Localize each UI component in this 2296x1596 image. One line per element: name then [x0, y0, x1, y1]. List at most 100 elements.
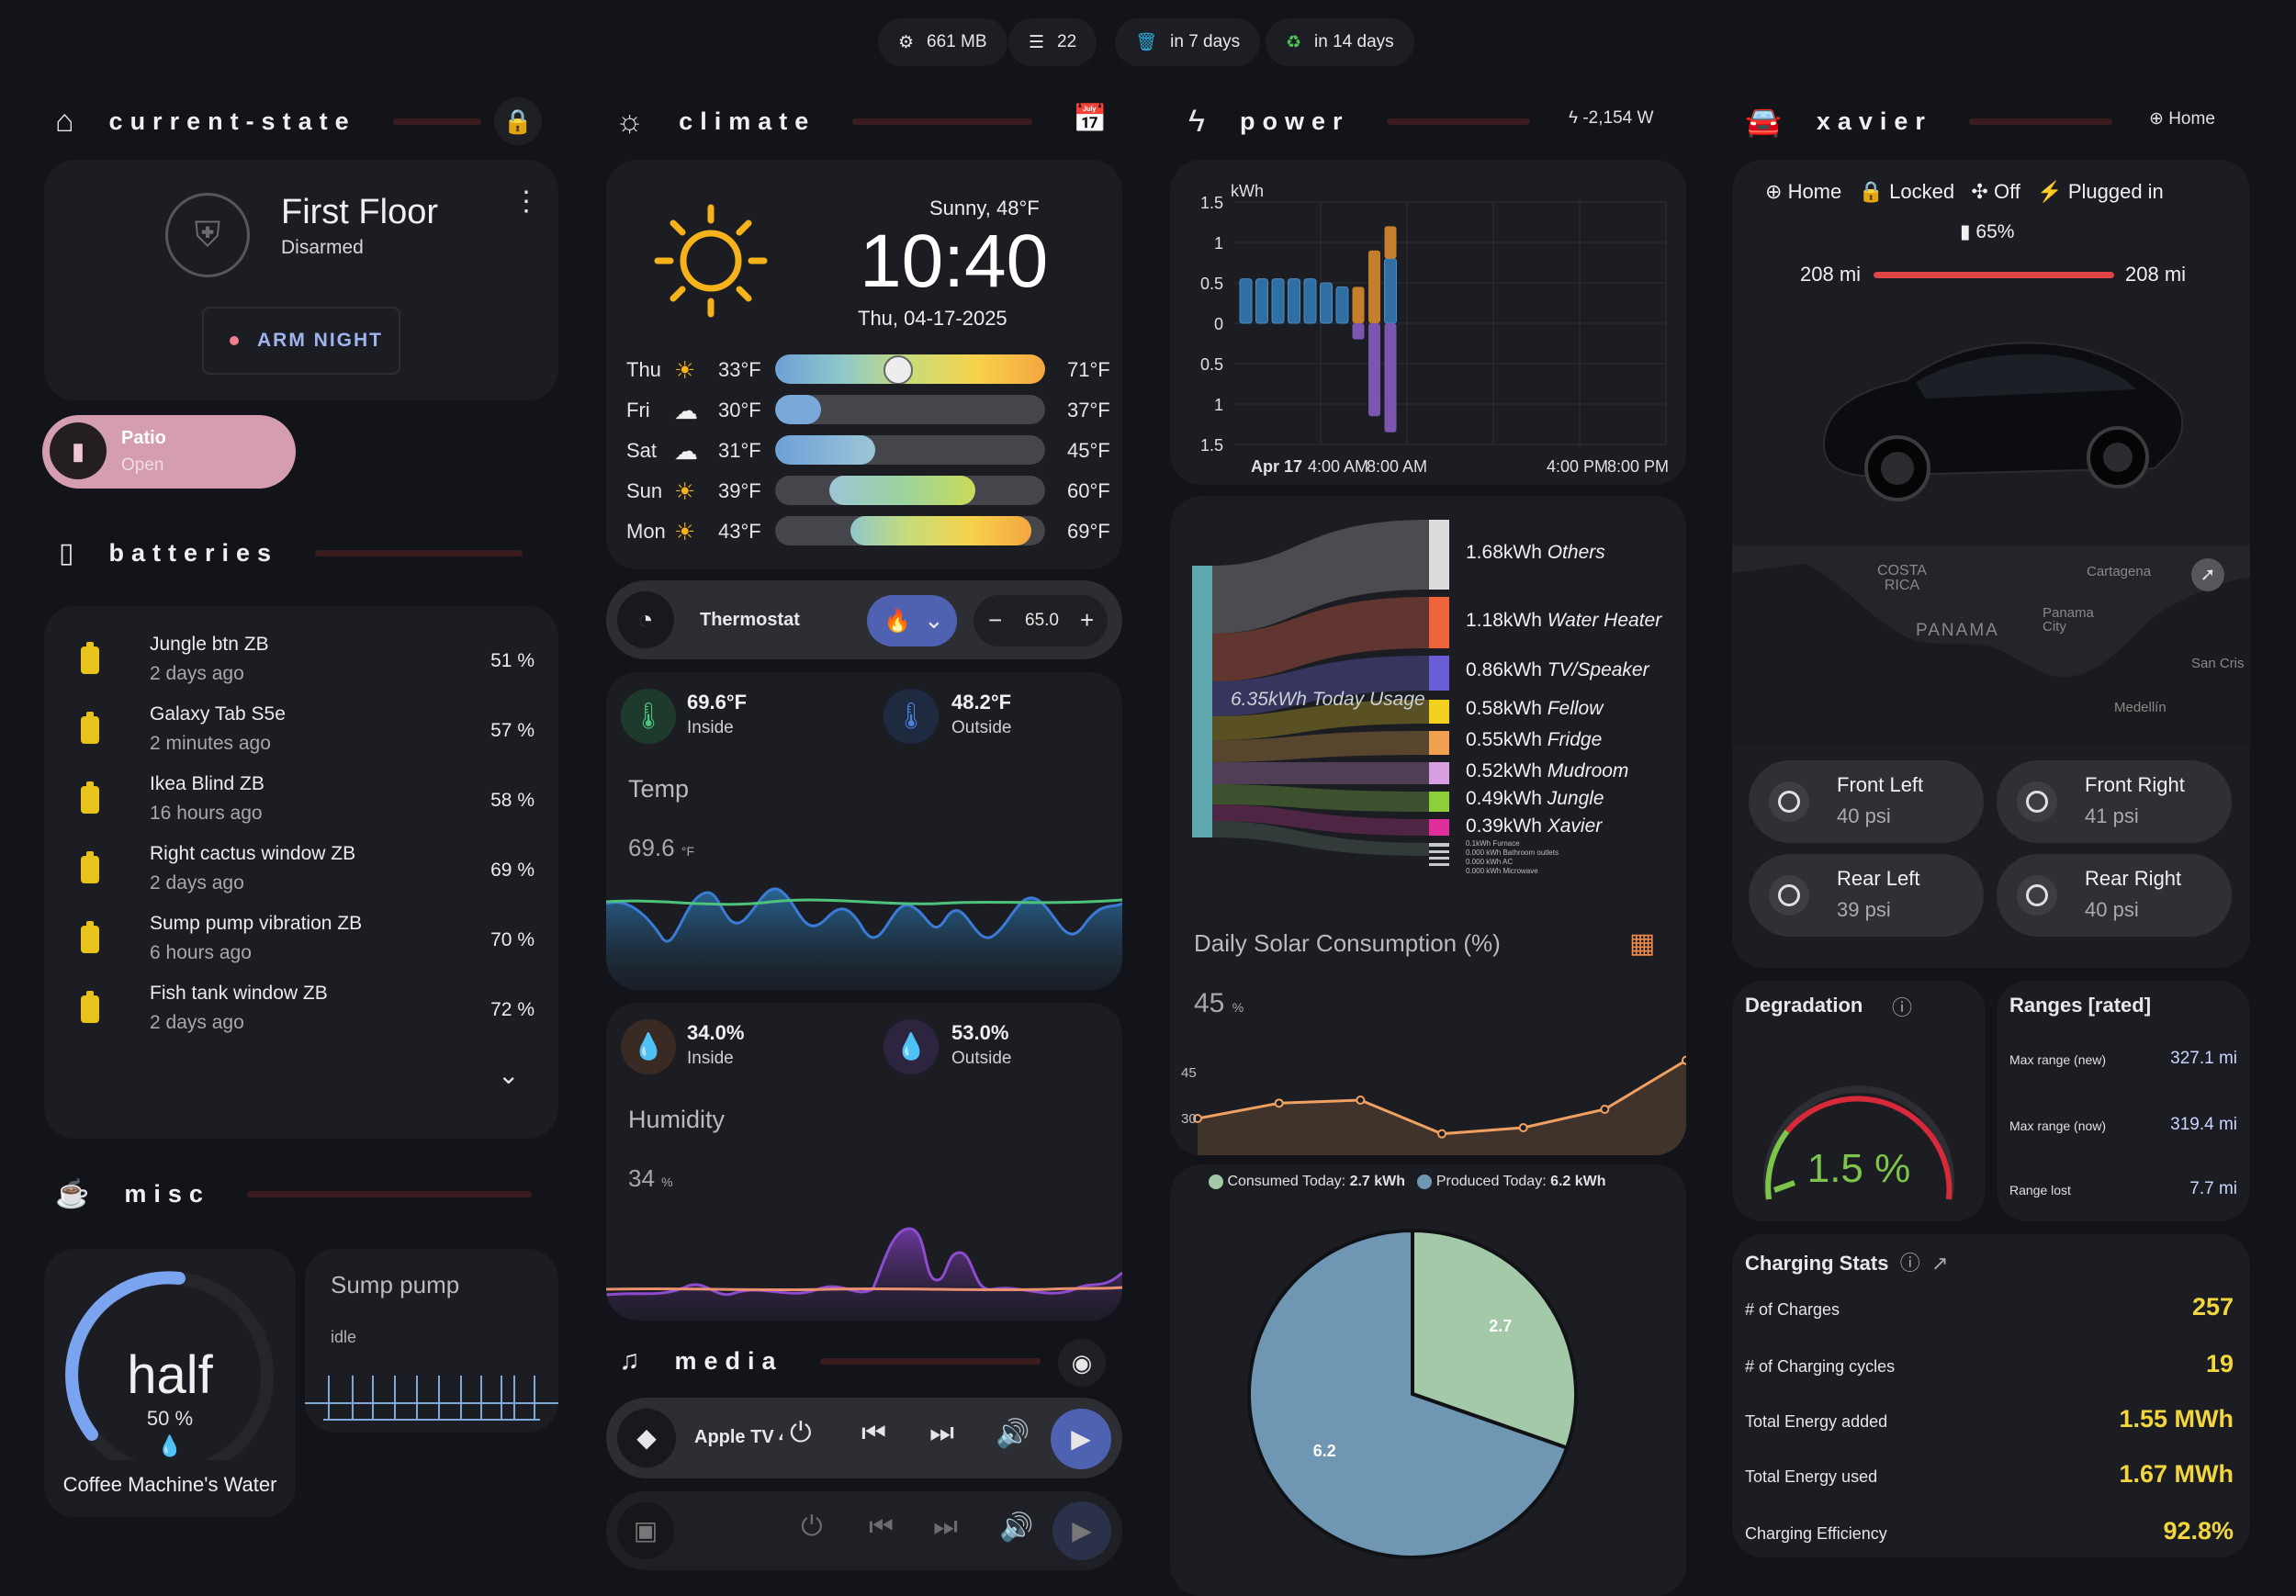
batteries-card: Jungle btn ZB 2 days ago 51 % Galaxy Tab… — [44, 606, 558, 1139]
coffee-water-card[interactable]: half 50 % 💧 Coffee Machine's Water — [44, 1249, 296, 1517]
battery-icon — [81, 991, 99, 1023]
plug-icon: ⚡ — [2037, 180, 2063, 203]
coffee-icon: ☕ — [55, 1178, 90, 1209]
battery-icon: ▮ — [1960, 221, 1971, 242]
x-tick-label: 4:00 AM — [1308, 457, 1368, 476]
compass-icon[interactable]: ➚ — [2191, 558, 2224, 591]
list-item[interactable]: Right cactus window ZB 2 days ago 69 % — [44, 836, 558, 905]
memory-pill[interactable]: ⚙ 661 MB — [878, 18, 1007, 66]
sankey-card[interactable]: 6.35kWh Today Usage 1.68kWh Others 1.18k… — [1170, 496, 1686, 1155]
export-bar — [1368, 323, 1380, 417]
car-card[interactable]: ⊕ Home 🔒 Locked ✣ Off ⚡ Plugged in ▮ 65%… — [1732, 160, 2250, 968]
humidity-card[interactable]: 💧 34.0% Inside 💧 53.0% Outside Humidity … — [606, 1003, 1122, 1321]
pie-slice — [1411, 1228, 1578, 1451]
y-axis-label: kWh — [1231, 182, 1264, 200]
solar-pie-card[interactable]: Consumed Today: 2.7 kWh Produced Today: … — [1170, 1164, 1686, 1596]
recycle-pill[interactable]: ♻ in 14 days — [1266, 18, 1414, 66]
sump-pump-history — [305, 1376, 558, 1421]
grid-bar — [1255, 278, 1268, 324]
recycle-icon: ♻ — [1286, 32, 1302, 52]
sankey-label: 0.86kWh TV/Speaker — [1466, 659, 1649, 680]
minus-icon[interactable]: − — [988, 606, 1003, 634]
forecast-row: Thu ☀ 33°F 71°F — [626, 354, 1110, 384]
map-view[interactable]: COSTA RICA PANAMA Panama City Cartagena … — [1732, 545, 2250, 746]
y-tick-label: 1.5 — [1200, 436, 1223, 455]
drop-icon: 💧 — [884, 1019, 939, 1074]
tire-rear-right: Rear Right 40 psi — [1997, 854, 2232, 937]
location-chip[interactable]: ⊕ Home — [2149, 109, 2215, 129]
volume-icon[interactable]: 🔊 — [999, 1512, 1034, 1543]
weather-card[interactable]: Sunny, 48°F 10:40 Thu, 04-17-2025 Thu ☀ … — [606, 160, 1122, 569]
play-button[interactable]: ▶ — [1052, 1501, 1111, 1560]
xavier-header: 🚘 xavier — [1745, 94, 2112, 149]
battery-icon — [81, 712, 99, 744]
chevron-down-icon[interactable]: ⌄ — [498, 1061, 520, 1089]
layers-icon: ☰ — [1029, 32, 1045, 52]
spotify-icon[interactable]: ◉ — [1058, 1339, 1106, 1387]
climate-header: ☼ climate — [615, 94, 1130, 149]
ranges-card[interactable]: Ranges [rated] Max range (new) 327.1 mi … — [1997, 981, 2250, 1221]
apple-icon[interactable]: ◆ — [617, 1409, 676, 1467]
battery-icon — [81, 781, 99, 814]
solar-panel-icon[interactable]: ▦ — [1629, 928, 1656, 959]
battery-icon — [81, 921, 99, 953]
list-item[interactable]: Sump pump vibration ZB 6 hours ago 70 % — [44, 905, 558, 975]
y-tick-label: 0.5 — [1200, 275, 1223, 293]
solar-point — [1518, 1123, 1528, 1132]
y-tick-label: 30 — [1181, 1111, 1197, 1127]
arm-night-button[interactable]: ARM NIGHT — [202, 307, 400, 375]
charging-stats-card[interactable]: Charging Stats ⓘ ↗ # of Charges 257 # of … — [1732, 1234, 2250, 1557]
grid-bar — [1320, 282, 1333, 324]
grid-bar — [1303, 278, 1317, 324]
sump-pump-card[interactable]: Sump pump idle — [305, 1249, 558, 1433]
power-header: ϟ power — [1188, 94, 1703, 149]
misc-header: ☕ misc — [55, 1166, 569, 1221]
degradation-gauge — [1763, 1085, 1954, 1200]
previous-icon[interactable]: ⏮ — [861, 1418, 886, 1448]
degradation-card[interactable]: Degradation ⓘ 1.5 % — [1732, 981, 1986, 1221]
next-icon[interactable]: ⏭ — [933, 1512, 958, 1542]
thermostat-icon[interactable]: ◔ — [617, 591, 674, 648]
tire-icon — [2017, 781, 2057, 822]
energy-chart-card[interactable]: 1.5 1 0.5 0 0.5 1 1.5 kWh Apr 17 4:00 AM 8:00 AM 4:… — [1170, 160, 1686, 485]
sun-icon: ☀ — [674, 518, 696, 545]
stat-row: Total Energy added 1.55 MWh — [1745, 1405, 2234, 1433]
grid-bar — [1335, 286, 1349, 324]
pie-label: 6.2 — [1313, 1442, 1336, 1460]
trash-pill[interactable]: 🗑 in 7 days — [1115, 18, 1261, 66]
list-item[interactable]: Galaxy Tab S5e 2 minutes ago 57 % — [44, 696, 558, 766]
stat-row: # of Charges 257 — [1745, 1293, 2234, 1321]
plus-icon[interactable]: + — [1080, 606, 1095, 634]
temperature-history-chart — [606, 887, 1122, 990]
updates-pill[interactable]: ☰ 22 — [1008, 18, 1097, 66]
solar-point — [1274, 1098, 1284, 1108]
stat-row: Charging Efficiency 92.8% — [1745, 1517, 2234, 1545]
range-bar — [1874, 272, 2114, 278]
solar-bar — [1384, 226, 1397, 259]
previous-icon[interactable]: ⏮ — [869, 1512, 894, 1542]
sun-icon — [654, 204, 768, 318]
list-item[interactable]: Fish tank window ZB 2 days ago 72 % — [44, 975, 558, 1045]
setpoint-stepper[interactable]: − 65.0 + — [974, 595, 1108, 646]
temperature-card[interactable]: 🌡 69.6°F Inside 🌡 48.2°F Outside Temp 69… — [606, 672, 1122, 990]
y-tick-label: 1 — [1214, 396, 1223, 414]
grid-bar — [1271, 278, 1285, 324]
heat-mode-button[interactable]: 🔥 ⌄ — [867, 595, 957, 646]
lightning-icon: ϟ — [1188, 103, 1205, 139]
lock-icon: 🔒 — [1858, 180, 1884, 203]
lock-icon[interactable]: 🔒 — [494, 97, 542, 145]
power-icon[interactable]: ⏻ — [790, 1418, 812, 1448]
list-item[interactable]: Ikea Blind ZB 16 hours ago 58 % — [44, 766, 558, 836]
target-icon: ⊕ — [1765, 180, 1783, 203]
more-icon[interactable]: ⋮ — [512, 186, 540, 217]
next-icon[interactable]: ⏭ — [929, 1418, 954, 1448]
patio-door-chip[interactable]: ▮ Patio Open — [42, 415, 296, 489]
power-icon[interactable]: ⏻ — [801, 1512, 823, 1542]
play-button[interactable]: ▶ — [1051, 1409, 1111, 1469]
calendar-icon[interactable]: 📅 — [1073, 104, 1108, 134]
info-icon[interactable]: ⓘ — [1892, 996, 1913, 1019]
sankey-label: 0.49kWh Jungle — [1466, 788, 1604, 809]
list-item[interactable]: Jungle btn ZB 2 days ago 51 % — [44, 626, 558, 696]
speaker-icon[interactable]: ▣ — [617, 1502, 674, 1559]
volume-icon[interactable]: 🔊 — [996, 1419, 1030, 1449]
